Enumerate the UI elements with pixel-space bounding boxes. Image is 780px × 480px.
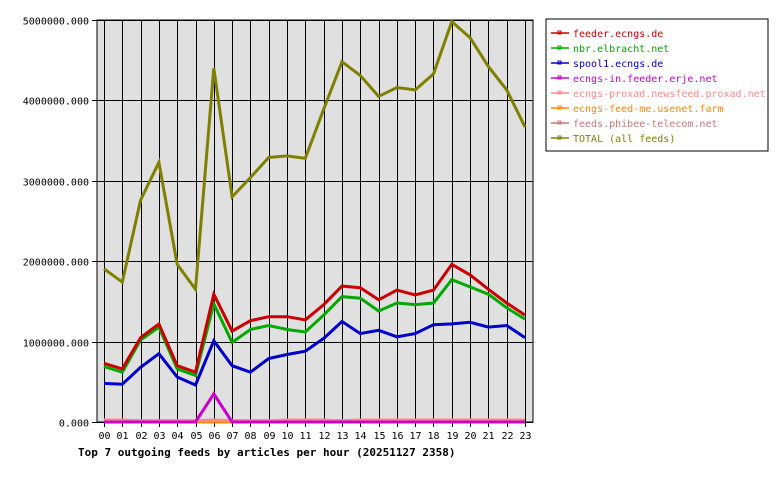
legend-box [545, 18, 769, 152]
y-tick-label: 0.000 [59, 419, 89, 430]
y-tick-label: 5000000.000 [23, 17, 89, 28]
x-tick-label: 22 [501, 431, 513, 442]
legend-label: TOTAL (all feeds) [573, 134, 675, 145]
x-tick-label: 05 [190, 431, 202, 442]
legend-label: ecngs-proxad.newsfeed.proxad.net [573, 89, 766, 100]
series-lines [103, 19, 527, 424]
x-tick-label: 10 [281, 431, 293, 442]
x-tick-label: 20 [464, 431, 476, 442]
legend-label: feeds.phibee-telecom.net [573, 119, 718, 130]
legend: feeder.ecngs.de nbr.elbracht.net spool1.ec… [545, 18, 769, 152]
x-tick-label: 03 [153, 431, 165, 442]
series-line [103, 319, 526, 387]
x-tick-label: 17 [409, 431, 421, 442]
plot-background [96, 19, 534, 423]
legend-label: nbr.elbracht.net [573, 44, 669, 55]
legend-label: spool1.ecngs.de [573, 59, 663, 70]
x-tick-label: 02 [135, 431, 147, 442]
y-tick-label: 4000000.000 [23, 97, 89, 108]
x-tick-label: 14 [354, 431, 366, 442]
x-tick-label: 06 [208, 431, 220, 442]
x-tick-label: 00 [98, 431, 110, 442]
series-line [103, 19, 527, 294]
x-tick-label: 12 [318, 431, 330, 442]
x-tick-label: 09 [263, 431, 275, 442]
x-tick-label: 08 [244, 431, 256, 442]
y-tick-label: 1000000.000 [23, 339, 89, 350]
y-tick-label: 3000000.000 [23, 178, 89, 189]
x-tick-label: 16 [391, 431, 403, 442]
x-tick-label: 19 [446, 431, 458, 442]
x-tick-label: 11 [299, 431, 311, 442]
series-line [103, 262, 526, 375]
chart-title: Top 7 outgoing feeds by articles per hou… [78, 446, 456, 459]
x-tick-label: 21 [482, 431, 494, 442]
legend-label: feeder.ecngs.de [573, 29, 663, 40]
series-line [104, 391, 525, 424]
y-axis: 0.000 1000000.000 2000000.000 3000000.000 40… [23, 17, 89, 430]
legend-label: ecngs-feed-me.usenet.farm [573, 104, 724, 115]
x-tick-label: 07 [226, 431, 238, 442]
x-axis: 00 01 02 03 04 05 06 07 08 09 10 11 12 13 14 15 16 17 18 19… [98, 431, 531, 442]
x-tick-label: 04 [171, 431, 183, 442]
x-tick-label: 23 [519, 431, 531, 442]
y-tick-label: 2000000.000 [23, 258, 89, 269]
x-tick-label: 15 [373, 431, 385, 442]
x-tick-label: 01 [116, 431, 128, 442]
x-tick-label: 13 [336, 431, 348, 442]
x-tick-label: 18 [427, 431, 439, 442]
legend-label: ecngs-in.feeder.erje.net [573, 74, 718, 85]
